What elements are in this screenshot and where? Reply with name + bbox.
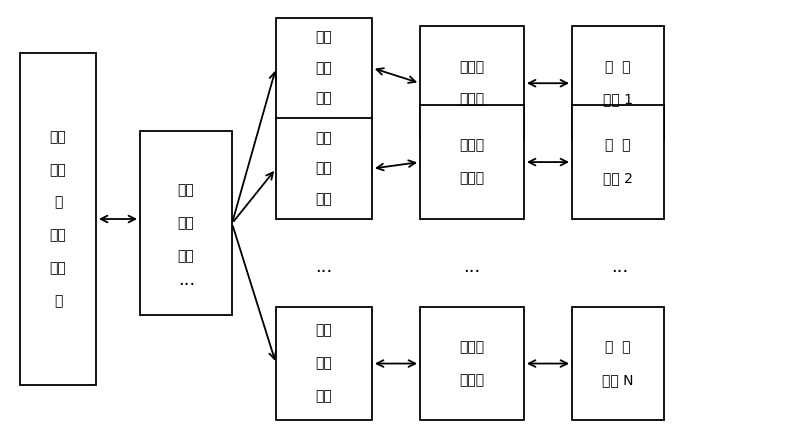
Text: 收发: 收发 [178,216,194,230]
Text: 无线: 无线 [316,30,332,44]
Bar [20,53,96,385]
Bar [140,131,232,315]
Text: 模块: 模块 [316,92,332,106]
Text: ···: ··· [178,276,195,294]
Text: 收发: 收发 [316,61,332,75]
Text: 计算: 计算 [50,163,66,177]
Text: 下位机: 下位机 [459,139,485,152]
Bar [420,105,524,219]
Text: ）: ） [54,294,62,308]
Text: 位机: 位机 [50,261,66,275]
Text: 模块: 模块 [316,192,332,206]
Bar [572,307,664,420]
Text: ···: ··· [315,262,333,281]
Text: 无线: 无线 [316,131,332,145]
Text: 无线: 无线 [178,184,194,198]
Text: 收发: 收发 [316,357,332,371]
Text: 机: 机 [54,196,62,209]
Text: ···: ··· [611,262,629,281]
Text: 模块: 模块 [316,389,332,403]
Text: 电  磁: 电 磁 [606,60,630,74]
Text: 收发: 收发 [316,162,332,176]
Text: 吸盘 N: 吸盘 N [602,373,634,387]
Bar [276,18,372,219]
Text: 下位机: 下位机 [459,340,485,354]
Text: 电  磁: 电 磁 [606,340,630,354]
Text: 下位机: 下位机 [459,60,485,74]
Text: 模块: 模块 [178,249,194,263]
Text: 控制器: 控制器 [459,93,485,106]
Text: ···: ··· [463,262,481,281]
Text: 吸盘 1: 吸盘 1 [603,93,633,106]
Text: 监控: 监控 [50,130,66,144]
Text: 吸盘 2: 吸盘 2 [603,172,633,185]
Bar [572,26,664,140]
Text: 控制器: 控制器 [459,373,485,387]
Bar [572,105,664,219]
Bar [420,26,524,140]
Text: 无线: 无线 [316,324,332,338]
Bar [420,307,524,420]
Text: 电  磁: 电 磁 [606,139,630,152]
Bar [276,307,372,420]
Text: （上: （上 [50,229,66,242]
Text: 控制器: 控制器 [459,172,485,185]
